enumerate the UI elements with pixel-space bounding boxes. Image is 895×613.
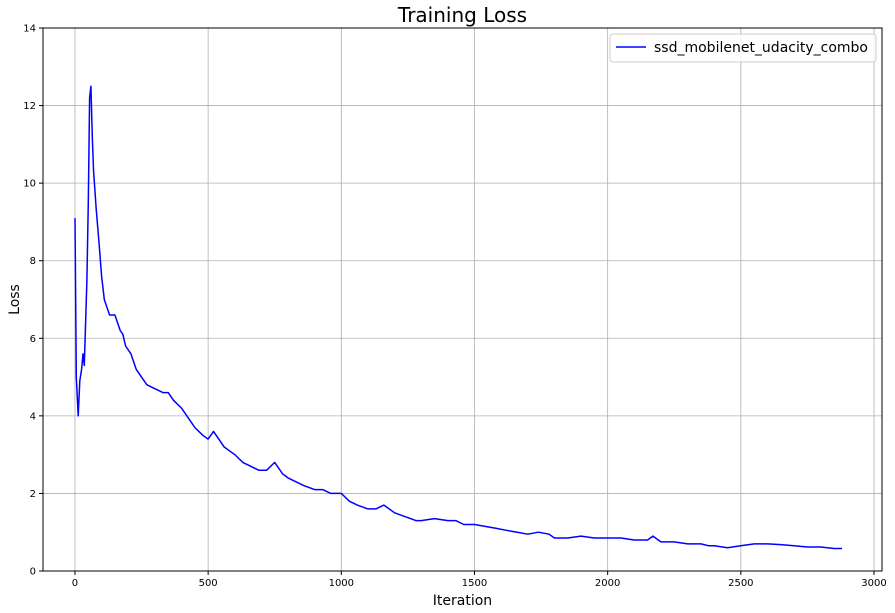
x-tick-label: 2500: [728, 578, 753, 589]
x-tick-label: 1000: [329, 578, 354, 589]
x-tick-label: 0: [72, 578, 78, 589]
y-tick-label: 14: [23, 24, 36, 35]
y-tick-label: 6: [30, 334, 36, 345]
x-tick-label: 3000: [861, 578, 886, 589]
y-tick-label: 12: [23, 101, 36, 112]
y-tick-label: 10: [23, 179, 36, 190]
y-tick-label: 4: [30, 411, 36, 422]
series-line: [74, 85, 842, 550]
series-group: [74, 85, 842, 550]
x-tick-label: 2000: [595, 578, 620, 589]
y-tick-label: 0: [30, 567, 36, 578]
x-tick-label: 1500: [462, 578, 487, 589]
legend: ssd_mobilenet_udacity_combo: [609, 33, 877, 63]
axis-ticks: 0 500 1000 1500 2000 2500 3000 0 2 4 6 8 10 12 14: [23, 24, 886, 590]
plot-frame: [42, 27, 883, 572]
legend-label: ssd_mobilenet_udacity_combo: [654, 40, 868, 56]
legend-box: [609, 33, 877, 63]
y-axis-label: Loss: [7, 284, 23, 315]
y-tick-label: 2: [30, 489, 36, 500]
x-tick-label: 500: [199, 578, 218, 589]
grid-lines: [43, 28, 882, 571]
chart-title: Training Loss: [397, 3, 527, 27]
x-axis-label: Iteration: [433, 593, 492, 609]
y-tick-label: 8: [30, 256, 36, 267]
